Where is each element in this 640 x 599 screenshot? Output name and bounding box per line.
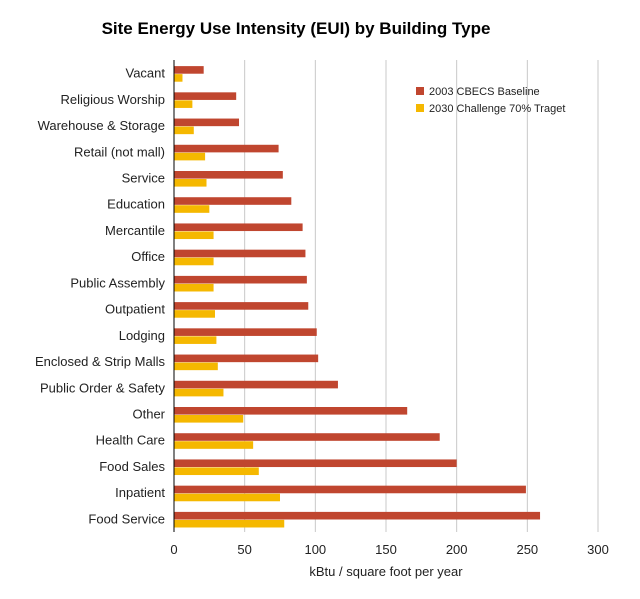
x-tick-label: 300 <box>587 542 609 557</box>
category-label: Education <box>107 197 165 212</box>
category-label: Other <box>132 407 165 422</box>
bar-baseline <box>174 223 303 232</box>
bar-target <box>174 493 280 502</box>
bar-baseline <box>174 354 319 363</box>
category-label: Food Service <box>88 511 165 526</box>
bar-target <box>174 362 218 371</box>
bar-baseline <box>174 249 306 258</box>
bar-baseline <box>174 118 240 127</box>
x-tick-label: 100 <box>304 542 326 557</box>
bar-target <box>174 388 224 397</box>
bar-baseline <box>174 433 440 441</box>
bar-target <box>174 126 194 135</box>
bar-target <box>174 441 254 449</box>
category-label: Health Care <box>96 433 165 448</box>
category-label: Enclosed & Strip Malls <box>35 354 166 369</box>
category-label: Religious Worship <box>60 92 165 107</box>
bar-target <box>174 336 217 344</box>
bar-target <box>174 519 285 528</box>
x-tick-label: 50 <box>237 542 251 557</box>
bar-baseline <box>174 302 309 310</box>
legend-label: 2030 Challenge 70% Traget <box>429 103 565 115</box>
category-label: Mercantile <box>105 223 165 238</box>
legend: 2003 CBECS Baseline 2030 Challenge 70% Tr… <box>416 86 565 115</box>
bar-target <box>174 467 259 476</box>
bar-target <box>174 283 214 292</box>
x-tick-label: 250 <box>516 542 538 557</box>
bar-target <box>174 100 193 108</box>
bar-target <box>174 257 214 266</box>
category-label: Inpatient <box>115 485 165 500</box>
bar-baseline <box>174 407 408 415</box>
x-tick-label: 150 <box>375 542 397 557</box>
bar-baseline <box>174 459 457 468</box>
x-axis-label: kBtu / square foot per year <box>309 564 463 579</box>
bar-baseline <box>174 66 204 74</box>
bar-target <box>174 179 207 187</box>
bar-target <box>174 74 183 82</box>
bar-target <box>174 310 215 318</box>
legend-swatch <box>416 87 424 95</box>
x-tick-label: 0 <box>170 542 177 557</box>
category-label: Food Sales <box>99 459 165 474</box>
bar-target <box>174 152 206 161</box>
grid-layer <box>244 60 599 532</box>
bars-layer <box>174 66 541 528</box>
chart-title: Site Energy Use Intensity (EUI) by Build… <box>102 19 491 38</box>
bar-target <box>174 415 244 423</box>
bar-baseline <box>174 511 541 520</box>
bar-target <box>174 231 214 240</box>
legend-swatch <box>416 104 424 112</box>
legend-label: 2003 CBECS Baseline <box>429 86 540 98</box>
category-label: Public Order & Safety <box>40 380 165 395</box>
category-label: Retail (not mall) <box>74 144 165 159</box>
category-label: Lodging <box>119 328 165 343</box>
category-label: Office <box>131 249 165 264</box>
bar-target <box>174 205 210 213</box>
category-label: Outpatient <box>105 302 165 317</box>
bar-baseline <box>174 171 283 179</box>
bar-baseline <box>174 197 292 205</box>
category-label: Public Assembly <box>70 275 165 290</box>
category-label: Service <box>122 171 165 186</box>
bar-baseline <box>174 144 279 153</box>
bar-baseline <box>174 92 237 100</box>
bar-baseline <box>174 485 526 494</box>
x-axis-ticks: 0 50 100 150 200 250 300 <box>170 542 608 557</box>
x-tick-label: 200 <box>446 542 468 557</box>
category-labels: Vacant Religious Worship Warehouse & Stora… <box>35 66 166 527</box>
bar-baseline <box>174 328 317 336</box>
bar-baseline <box>174 275 307 284</box>
category-label: Vacant <box>125 66 165 81</box>
category-label: Warehouse & Storage <box>38 118 165 133</box>
bar-baseline <box>174 380 338 389</box>
